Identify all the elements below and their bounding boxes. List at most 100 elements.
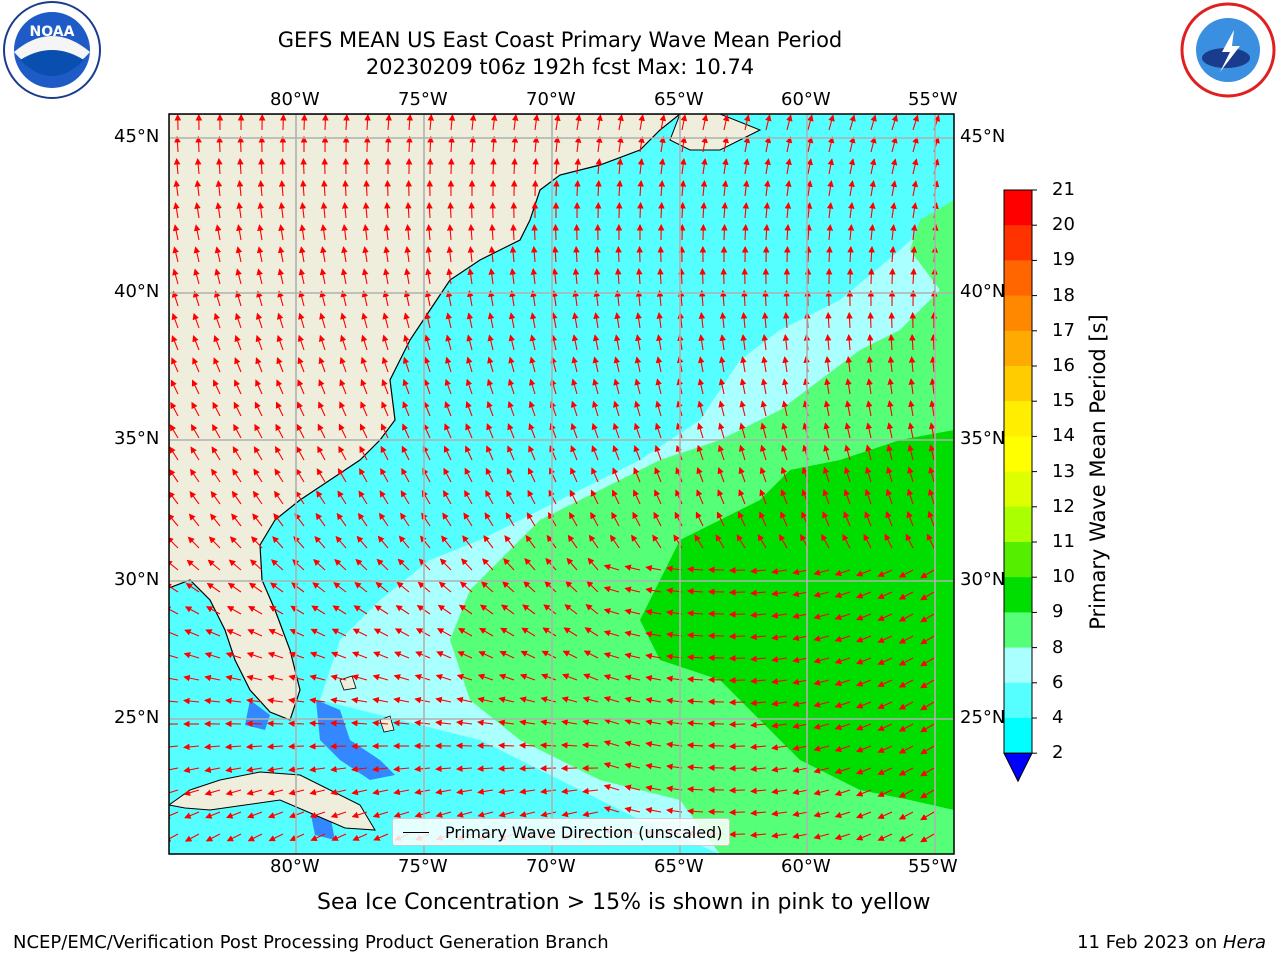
wave-arrow [771,832,788,839]
wave-arrow [848,180,855,197]
wave-arrow [393,811,410,818]
wave-arrow [920,833,935,843]
wave-arrow [184,811,200,819]
wave-arrow [911,158,919,175]
lat-tick-right: 40°N [960,281,1006,302]
wave-arrow [288,651,305,659]
wave-arrow [191,401,200,417]
wave-arrow [700,201,707,219]
wave-arrow [246,766,263,773]
wave-arrow [887,400,894,417]
wave-arrow [906,488,914,505]
wave-arrow [462,535,473,549]
wave-arrow [898,635,914,644]
wave-arrow [169,745,179,748]
wave-arrow [701,114,709,131]
wave-arrow [354,582,368,593]
wave-arrow [359,423,368,439]
map-legend: Primary Wave Direction (unscaled) [392,818,730,846]
wave-arrow [716,511,725,527]
wave-arrow [678,267,685,285]
wave-arrow [920,789,935,799]
wave-arrow [771,722,788,729]
wave-arrow [216,135,223,153]
wave-arrow [785,136,793,153]
wave-arrow [624,740,641,747]
wave-arrow [572,268,580,285]
wave-arrow [771,656,788,663]
wave-arrow [887,378,894,395]
wave-arrow [477,788,494,795]
wave-arrow [889,224,897,241]
wave-arrow [478,651,494,659]
wave-arrow [792,612,809,620]
wave-arrow [205,629,221,637]
lat-tick-left: 30°N [114,569,160,590]
wave-arrow [570,422,578,439]
wave-arrow [834,569,851,577]
wave-arrow [373,651,389,659]
wave-arrow [393,788,410,796]
wave-arrow [372,674,389,681]
wave-arrow [340,268,348,285]
wave-arrow [400,490,410,505]
wave-arrow [635,334,642,351]
wave-arrow [560,742,578,749]
colorbar-segment [1004,260,1032,297]
wave-arrow [574,158,582,175]
wave-arrow [572,312,579,329]
wave-arrow [834,635,851,643]
date-stamp: 11 Feb 2023 on Hera [1077,932,1266,953]
wave-arrow [380,467,389,483]
wave-arrow [426,201,433,219]
wave-arrow [890,202,897,219]
wave-arrow [680,136,687,153]
wave-arrow [225,789,242,796]
wave-arrow [234,312,242,329]
wave-arrow [930,333,937,351]
wave-arrow [834,811,851,819]
wave-arrow [277,268,285,285]
colorbar-segment [1004,647,1032,684]
noaa-logo: NOAA [3,1,101,99]
wave-arrow [318,401,326,417]
wave-arrow [591,467,599,483]
wave-arrow [877,767,893,775]
wave-arrow [487,334,494,351]
wave-arrow [248,605,263,615]
lon-tick-top: 55°W [908,89,958,110]
wave-arrow [204,743,221,751]
wave-arrow [276,334,284,351]
wave-arrow [792,832,809,840]
wave-arrow [521,627,536,637]
wave-arrow [465,423,473,439]
wave-arrow [634,400,641,417]
chart-subtitle: 20230209 t06z 192h fcst Max: 10.74 [365,55,755,79]
wave-arrow [298,290,305,307]
wave-arrow [750,611,767,619]
wave-arrow [337,468,347,483]
wave-arrow [827,180,834,197]
wave-arrow [717,444,725,461]
wave-arrow [194,158,202,175]
wave-arrow [435,696,452,704]
colorbar-extend-triangle [1003,752,1033,783]
wave-arrow [603,696,620,703]
wave-arrow [402,423,410,439]
wave-arrow [570,445,578,461]
wave-arrow [792,810,809,818]
wave-arrow [341,246,348,263]
wave-arrow [624,652,641,659]
wave-arrow [550,334,558,351]
wave-arrow [172,246,179,263]
colorbar-tick-label: 2 [1052,742,1064,764]
wave-arrow [298,268,306,285]
wave-arrow [397,558,410,571]
wave-arrow [477,673,494,681]
wave-arrow [624,718,641,725]
wave-arrow [701,136,708,153]
wave-arrow [229,536,242,549]
wave-arrow [447,201,454,219]
wave-arrow [373,833,389,841]
wave-arrow [813,613,830,620]
